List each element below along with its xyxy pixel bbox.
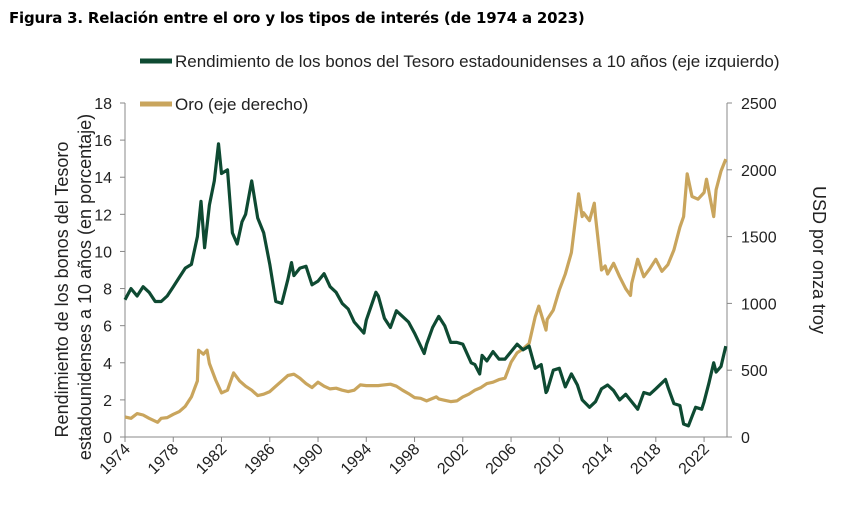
y-left-tick-label: 18 <box>94 96 112 113</box>
y-right-tick-label: 1000 <box>741 296 777 313</box>
y-right-tick-label: 500 <box>741 363 768 380</box>
x-tick-label: 2014 <box>579 441 616 478</box>
legend: Rendimiento de los bonos del Tesoro esta… <box>140 52 780 114</box>
figure-title: Figura 3. Relación entre el oro y los ti… <box>9 9 585 27</box>
x-tick-label: 1990 <box>290 441 327 478</box>
y-left-tick-label: 2 <box>103 393 112 410</box>
x-tick-label: 1982 <box>193 441 230 478</box>
y-left-tick-label: 12 <box>94 207 112 224</box>
legend-label-bonos: Rendimiento de los bonos del Tesoro esta… <box>175 52 780 71</box>
y-left-tick-label: 14 <box>94 170 112 187</box>
series-line-oro <box>124 158 728 424</box>
y-axis-right-label: USD por onza troy <box>809 186 829 334</box>
series <box>123 142 728 428</box>
y-axis-left-label-line2: estadounidenses a 10 años (en porcentaje… <box>75 114 95 460</box>
x-tick-label: 2002 <box>434 441 471 478</box>
x-tick-label: 2010 <box>531 441 568 478</box>
y-left-tick-label: 6 <box>103 319 112 336</box>
y-right-tick-label: 2000 <box>741 163 777 180</box>
y-left-tick-label: 16 <box>94 133 112 150</box>
y-left-tick-label: 10 <box>94 244 112 261</box>
x-tick-label: 1986 <box>241 441 278 478</box>
y-right-tick-label: 2500 <box>741 96 777 113</box>
y-axis-left-label: Rendimiento de los bonos del Tesoro esta… <box>52 114 95 460</box>
x-tick-label: 2022 <box>676 441 713 478</box>
y-left-tick-label: 4 <box>103 356 112 373</box>
x-tick-label: 2018 <box>627 441 664 478</box>
x-tick-label: 1994 <box>338 441 375 478</box>
series-line-bonos <box>123 142 728 428</box>
y-right-tick-label: 0 <box>741 430 750 447</box>
y-right-tick-label: 1500 <box>741 230 777 247</box>
y-axis-left-label-line1: Rendimiento de los bonos del Tesoro <box>52 142 72 438</box>
legend-label-oro: Oro (eje derecho) <box>175 95 308 114</box>
x-tick-label: 1998 <box>386 441 423 478</box>
y-left-tick-label: 8 <box>103 282 112 299</box>
x-tick-label: 1978 <box>145 441 182 478</box>
x-tick-label: 2006 <box>483 441 520 478</box>
y-left-tick-label: 0 <box>103 430 112 447</box>
